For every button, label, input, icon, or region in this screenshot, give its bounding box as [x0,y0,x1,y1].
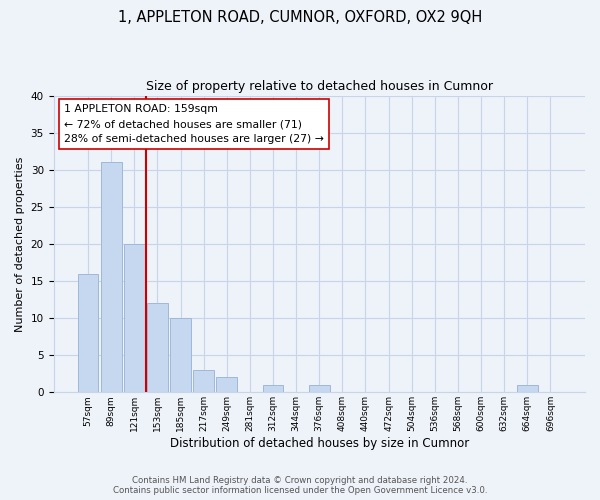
Bar [309,385,329,392]
Y-axis label: Number of detached properties: Number of detached properties [15,156,25,332]
Bar [101,162,122,392]
Bar [193,370,214,392]
Bar [170,318,191,392]
Bar [147,304,168,392]
Text: Contains HM Land Registry data © Crown copyright and database right 2024.
Contai: Contains HM Land Registry data © Crown c… [113,476,487,495]
Bar [217,378,237,392]
Text: 1, APPLETON ROAD, CUMNOR, OXFORD, OX2 9QH: 1, APPLETON ROAD, CUMNOR, OXFORD, OX2 9Q… [118,10,482,25]
X-axis label: Distribution of detached houses by size in Cumnor: Distribution of detached houses by size … [170,437,469,450]
Bar [77,274,98,392]
Title: Size of property relative to detached houses in Cumnor: Size of property relative to detached ho… [146,80,493,93]
Bar [517,385,538,392]
Bar [124,244,145,392]
Text: 1 APPLETON ROAD: 159sqm
← 72% of detached houses are smaller (71)
28% of semi-de: 1 APPLETON ROAD: 159sqm ← 72% of detache… [64,104,324,144]
Bar [263,385,283,392]
